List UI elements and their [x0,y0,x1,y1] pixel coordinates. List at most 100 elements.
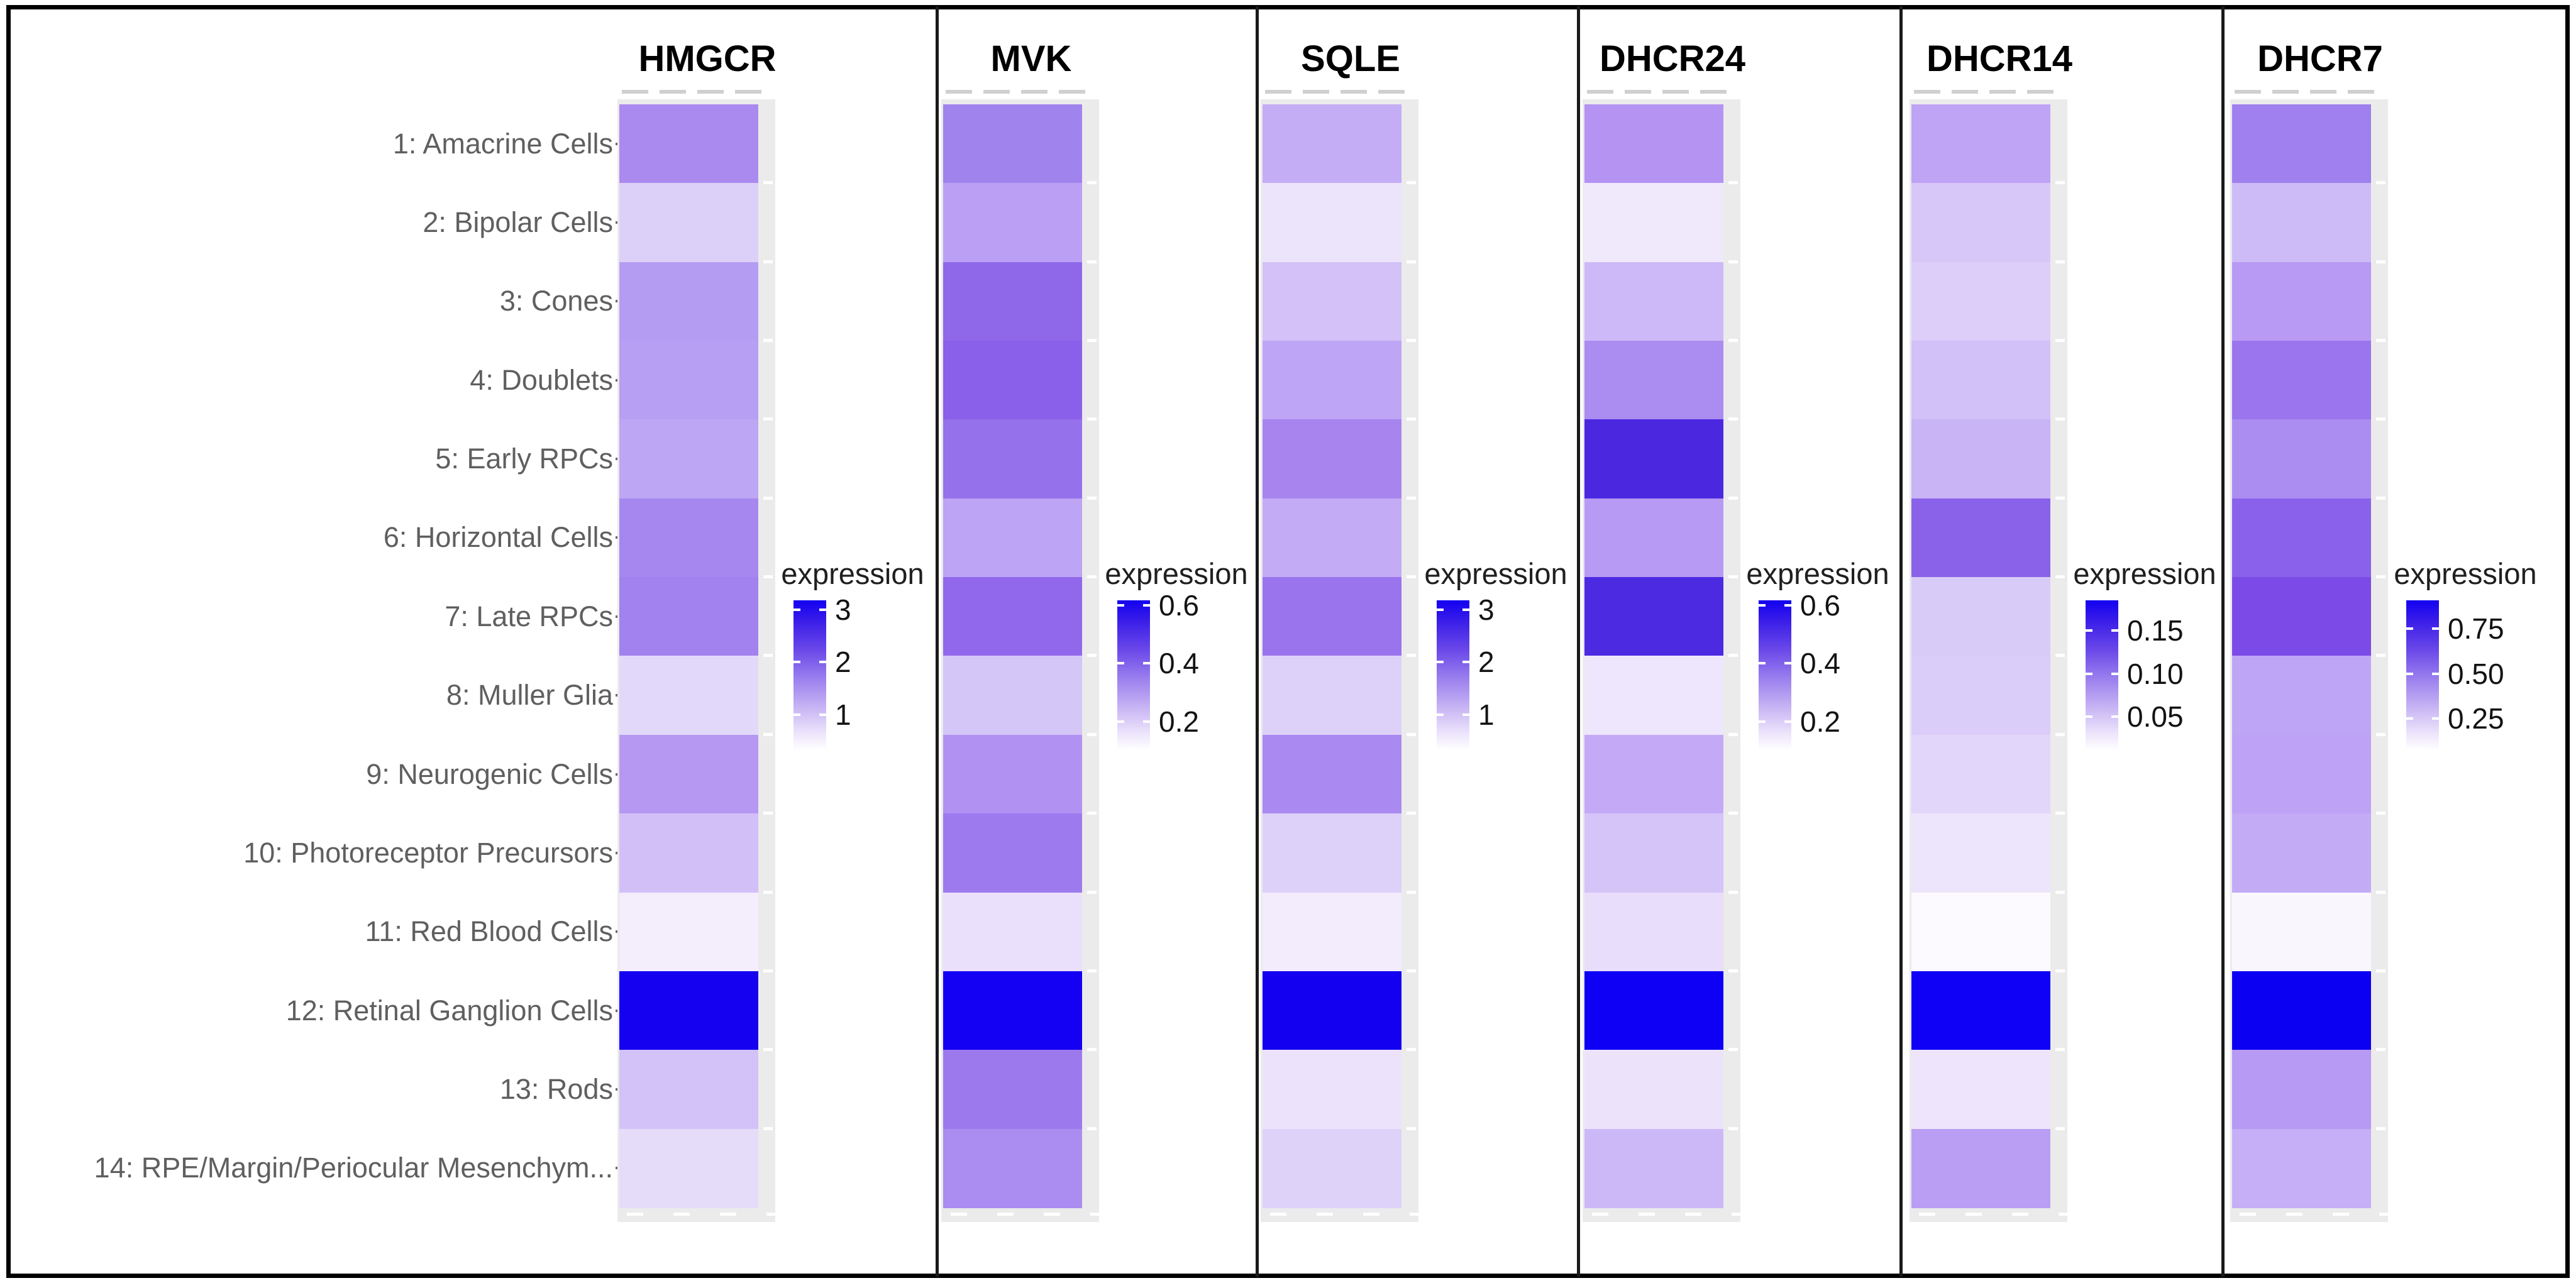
legend-title: expression [781,557,924,590]
right-axis-tick [1407,339,1416,343]
heatmap-cell [1584,183,1723,263]
heatmap-cell [943,262,1082,342]
heatmap-cell [619,104,758,184]
bottom-axis-tick [673,1213,690,1216]
legend-bar-tick [2406,673,2413,675]
right-axis-tick [1087,575,1097,579]
bottom-axis-tick [2472,1213,2489,1216]
right-axis-tick [763,1048,773,1052]
legend-bar-tick [1784,604,1791,607]
legend-tick-label: 0.4 [1159,647,1199,680]
right-axis-tick [1087,339,1097,343]
right-axis-tick [1407,732,1416,736]
right-axis-tick [1087,1126,1097,1130]
heatmap-cell [943,892,1082,972]
panel-title-hmgcr: HMGCR [638,38,777,79]
legend-bar-tick [819,661,826,663]
bottom-axis-tick [2286,1213,2302,1216]
bottom-axis-tick [1503,1213,1519,1216]
bottom-axis-tick [1685,1213,1701,1216]
panel-separator [1899,6,1903,1277]
heatmap-cell [1584,892,1723,972]
row-label: 5: Early RPCs [435,443,613,475]
heatmap-cell [1584,971,1723,1051]
top-axis-dash [1303,90,1329,94]
panel-title-sqle: SQLE [1301,38,1400,79]
heatmap-cell [943,104,1082,184]
heatmap-cell [619,971,758,1051]
panel-separator [1577,6,1580,1277]
right-axis-tick [2376,496,2385,500]
bottom-axis-tick [1230,1213,1246,1216]
bottom-axis-tick [1965,1213,1982,1216]
heatmap-cell [1263,813,1401,893]
heatmap-cell [1263,1050,1401,1130]
legend-bar-tick [2432,627,2439,630]
legend-bar-tick [2086,629,2092,632]
right-axis-tick [1407,260,1416,263]
right-axis-tick [1087,890,1097,894]
bottom-axis-tick [1363,1213,1379,1216]
right-axis-tick [1407,181,1416,185]
heatmap-cell [943,419,1082,499]
heatmap-cell [943,1128,1082,1208]
bottom-axis-tick [1456,1213,1473,1216]
legend-bar-tick [793,713,800,716]
legend-bar-tick [1437,608,1444,611]
heatmap-cell [1911,341,2050,421]
top-axis-dash [1021,90,1048,94]
legend-bar-tick [2432,717,2439,720]
heatmap-cell [1911,892,2050,972]
bottom-axis-tick [1317,1213,1333,1216]
heatmap-cell [1584,104,1723,184]
heatmap-cell [619,813,758,893]
heatmap-cell [943,498,1082,578]
legend-colorbar [1117,600,1150,755]
top-axis-dash [1662,90,1689,94]
bottom-axis-tick [1778,1213,1794,1216]
bottom-axis-tick [1639,1213,1655,1216]
heatmap-cell [1263,498,1401,578]
right-axis-tick [2055,812,2065,815]
legend-title: expression [1746,557,1889,590]
right-axis-tick [1087,496,1097,500]
right-axis-tick [1728,812,1738,815]
right-axis-tick [1407,654,1416,658]
heatmap-cell [619,341,758,421]
heatmap-cell [1584,341,1723,421]
top-axis-dash [2235,90,2261,94]
right-axis-tick [1728,496,1738,500]
heatmap-cell [1584,262,1723,342]
right-axis-tick [1407,969,1416,972]
panel-separator [2221,6,2225,1277]
bottom-axis-tick [813,1213,829,1216]
legend-tick-label: 0.25 [2448,702,2504,735]
row-label: 3: Cones [499,285,613,317]
heatmap-cell [1911,971,2050,1051]
heatmap-cell [1263,262,1401,342]
heatmap-cell [1584,577,1723,657]
bottom-axis-tick [1044,1213,1060,1216]
right-axis-tick [2376,181,2385,185]
right-axis-tick [1407,417,1416,421]
right-axis-tick [2376,732,2385,736]
legend-title: expression [1424,557,1567,590]
panel-title-mvk: MVK [990,38,1072,79]
legend-tick-label: 0.15 [2127,614,2184,647]
top-axis-dash [2272,90,2299,94]
legend-bar-tick [1117,720,1124,723]
legend-bar-tick [793,608,800,611]
legend-bar-tick [1462,608,1469,611]
heatmap-cell [2232,104,2371,184]
heatmap-cell [2232,341,2371,421]
right-axis-tick [1407,1126,1416,1130]
legend-bar-tick [2111,673,2118,675]
top-axis-dash [1700,90,1727,94]
right-axis-tick [1728,654,1738,658]
legend-tick-label: 2 [835,646,851,678]
right-axis-tick [2376,575,2385,579]
bottom-axis-tick [1919,1213,1935,1216]
heatmap-cell [1584,1050,1723,1130]
bottom-axis-tick [860,1213,876,1216]
